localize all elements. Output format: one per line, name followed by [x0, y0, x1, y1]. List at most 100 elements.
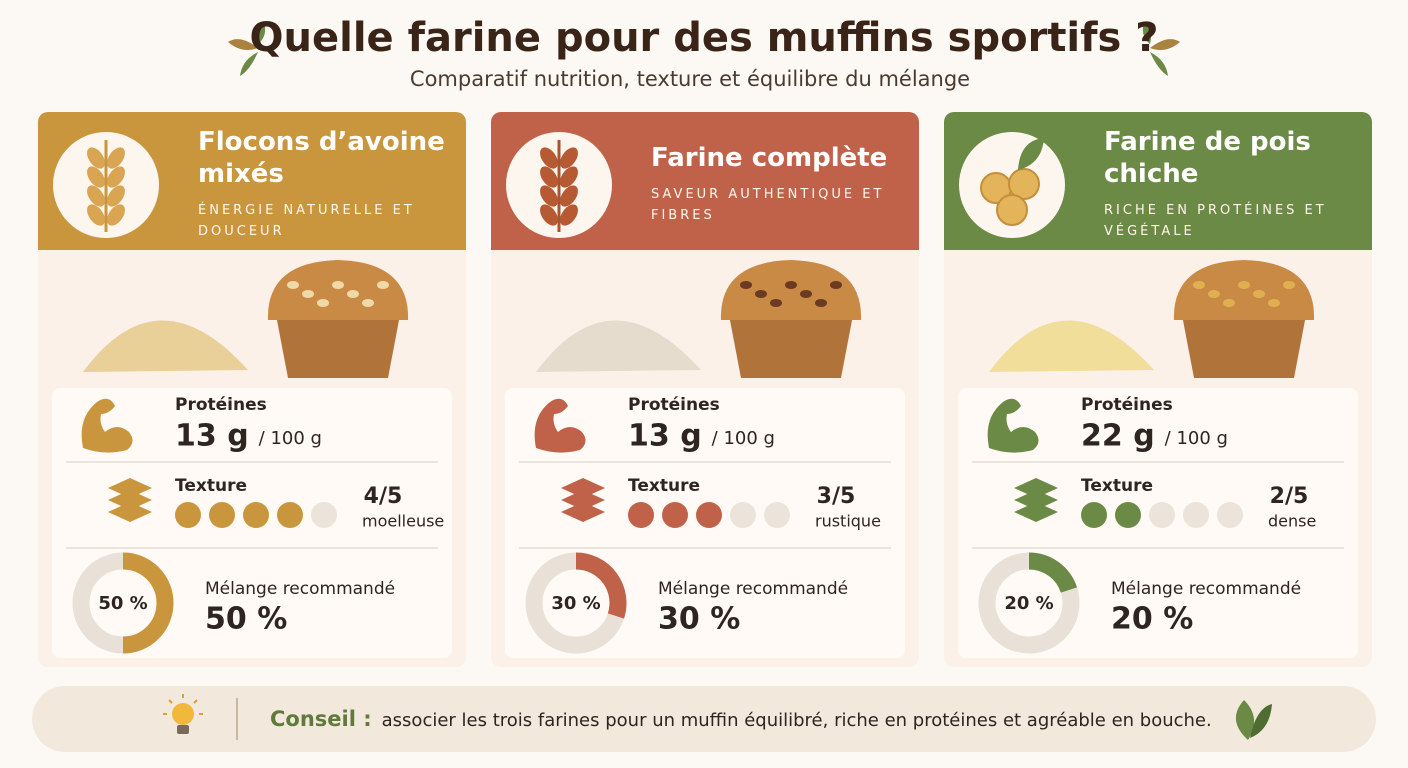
texture-dot: [175, 502, 201, 528]
muscle-icon: [81, 398, 133, 453]
texture-label: Texture: [1081, 476, 1153, 496]
card-header-base: [38, 230, 466, 250]
card-name: Flocons d’avoine mixés: [198, 127, 445, 189]
texture-dot: [696, 502, 722, 528]
tip-bar: Conseil : associer les trois farines pou…: [32, 686, 1376, 752]
donut-center-label: 20 %: [1004, 593, 1053, 614]
texture-dot: [1081, 502, 1107, 528]
illustration: [989, 260, 1315, 378]
leaf-icon: [1235, 700, 1272, 740]
grain: [107, 166, 125, 188]
texture-dot: [1115, 502, 1141, 528]
layers-icon: [1014, 478, 1058, 522]
chickpea: [996, 194, 1028, 226]
grain: [540, 147, 558, 169]
muscle-icon: [987, 398, 1039, 453]
muffin-cup: [276, 315, 400, 378]
leaf-left: [228, 22, 266, 76]
illustration: [536, 260, 862, 378]
card-name: Farine de pois chiche: [1104, 127, 1311, 189]
muffin-topping: [1223, 299, 1235, 307]
texture-desc: dense: [1268, 512, 1316, 531]
texture-dot: [1217, 502, 1243, 528]
texture-score: 2/5: [1270, 484, 1309, 509]
cards: Flocons d’avoine mixés ÉNERGIE NATURELLE …: [38, 112, 1372, 667]
grain: [560, 166, 578, 188]
ingredient-icon: [540, 140, 578, 232]
texture-dot: [311, 502, 337, 528]
tip-background: [32, 686, 1376, 752]
texture-dot: [730, 502, 756, 528]
header-text: Farine de pois chiche RICHE EN PROTÉINES …: [1104, 124, 1366, 244]
protein-label: Protéines: [175, 395, 267, 415]
subtitle: Comparatif nutrition, texture et équilib…: [410, 67, 970, 91]
muffin-topping: [815, 299, 827, 307]
muffin-topping: [302, 290, 314, 298]
donut-arc: [575, 552, 627, 619]
donut-center-label: 50 %: [98, 593, 147, 614]
header-text: Flocons d’avoine mixés ÉNERGIE NATURELLE …: [198, 124, 460, 244]
ingredient-icon: [87, 140, 125, 232]
donut-center-label: 30 %: [551, 593, 600, 614]
layers-icon: [561, 478, 605, 522]
grain: [87, 185, 105, 207]
layer: [561, 502, 605, 522]
texture-dot: [764, 502, 790, 528]
protein-value: 13 g: [628, 419, 702, 454]
muffin-topping: [1193, 281, 1205, 289]
chickpea: [1008, 168, 1040, 200]
leaf: [1018, 138, 1044, 170]
card-header-text: Farine complète SAVEUR AUTHENTIQUE ET FIB…: [651, 143, 888, 223]
muffin-topping: [830, 281, 842, 289]
layer: [108, 478, 152, 498]
texture-desc: rustique: [815, 512, 881, 531]
grain: [87, 166, 105, 188]
texture-dot: [209, 502, 235, 528]
card-header-base: [491, 230, 919, 250]
grain: [540, 166, 558, 188]
muffin-topping: [1253, 290, 1265, 298]
grain: [560, 204, 578, 226]
layers-icon: [108, 478, 152, 522]
flour-pile: [536, 320, 701, 372]
muffin-topping: [377, 281, 389, 289]
muffin-topping: [317, 299, 329, 307]
grain: [87, 204, 105, 226]
muscle-icon: [534, 398, 586, 453]
texture-label: Texture: [628, 476, 700, 496]
muffin-topping: [800, 290, 812, 298]
muffin-topping: [1268, 299, 1280, 307]
card-name: Farine complète: [651, 143, 888, 173]
flour-pile: [989, 320, 1154, 372]
texture-dot: [662, 502, 688, 528]
blend-label: Mélange recommandé: [205, 579, 395, 599]
flour-pile: [83, 320, 248, 372]
grain: [107, 147, 125, 169]
muffin-topping: [770, 299, 782, 307]
protein-per: / 100 g: [259, 428, 322, 449]
donut-arc: [1028, 552, 1078, 594]
grain: [87, 147, 105, 169]
card: Farine de pois chiche RICHE EN PROTÉINES …: [944, 112, 1372, 667]
blend-label: Mélange recommandé: [658, 579, 848, 599]
blend-value: 20 %: [1111, 602, 1193, 637]
bulb-icon: [163, 694, 203, 734]
muffin-topping: [1283, 281, 1295, 289]
grain: [540, 185, 558, 207]
card-header-text: Farine de pois chiche RICHE EN PROTÉINES …: [1104, 124, 1366, 244]
grain: [560, 185, 578, 207]
texture-dot: [1149, 502, 1175, 528]
layer: [1014, 502, 1058, 522]
ingredient-icon: [980, 138, 1044, 226]
leaf-right: [1142, 22, 1180, 76]
card-tagline: ÉNERGIE NATURELLE ET DOUCEUR: [198, 203, 415, 239]
blend-value: 50 %: [205, 602, 287, 637]
title: Quelle farine pour des muffins sportifs …: [250, 15, 1159, 61]
layer: [108, 490, 152, 510]
card-tagline: RICHE EN PROTÉINES ET VÉGÉTALE: [1104, 203, 1327, 239]
card-tagline: SAVEUR AUTHENTIQUE ET FIBRES: [651, 187, 885, 223]
blend-value: 30 %: [658, 602, 740, 637]
protein-per: / 100 g: [712, 428, 775, 449]
